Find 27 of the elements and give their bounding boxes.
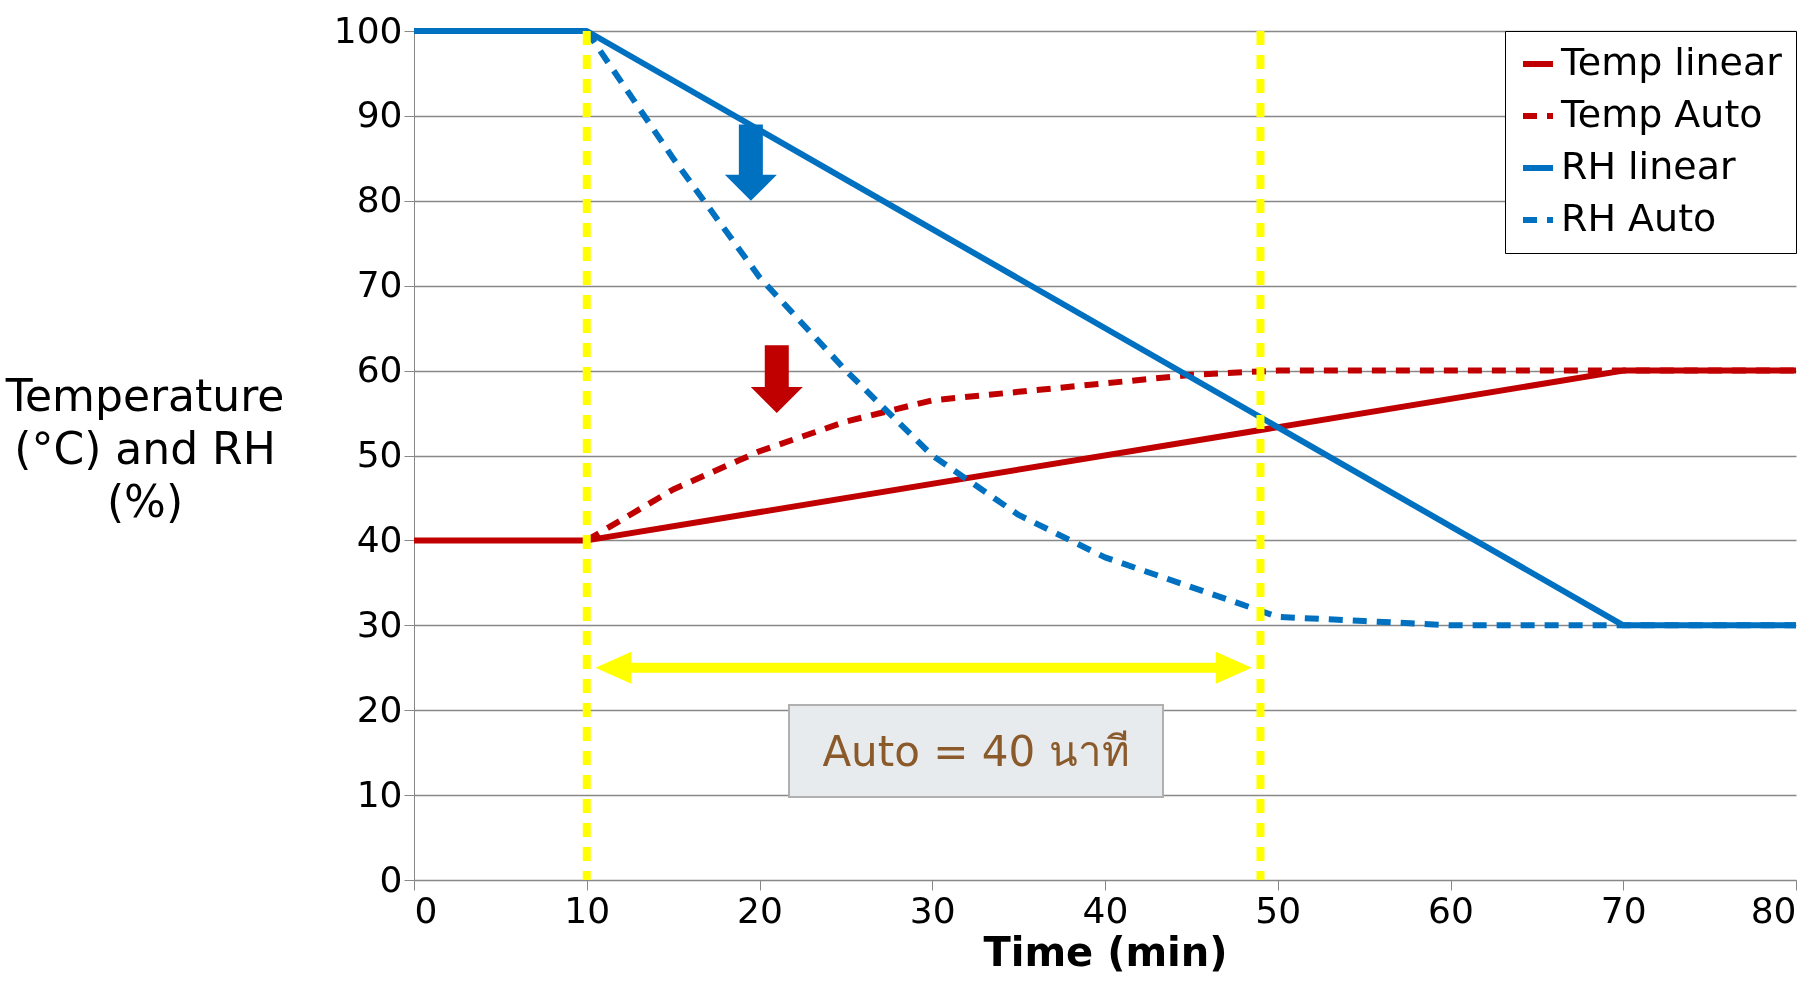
x-tick-label: 80 (1750, 889, 1797, 931)
legend-label: RH linear (1561, 144, 1736, 188)
x-tick-label: 70 (1600, 889, 1647, 931)
legend-label: RH Auto (1561, 196, 1717, 240)
x-tick-label: 10 (564, 889, 611, 931)
y-tick-label: 90 (356, 94, 403, 136)
y-tick-label: 60 (356, 349, 403, 391)
x-tick-label: 40 (1082, 889, 1129, 931)
y-tick-label: 50 (356, 434, 403, 475)
y-tick-label: 0 (379, 858, 403, 900)
y-axis-title: Temperature (°C) and RH (%) (4, 370, 286, 529)
y-tick-label: 70 (356, 264, 403, 306)
x-tick-label: 20 (737, 889, 783, 931)
x-tick-label: 50 (1255, 889, 1302, 931)
legend-label: Temp Auto (1560, 92, 1763, 136)
x-tick-label: 0 (414, 889, 438, 931)
y-tick-label: 20 (356, 688, 403, 730)
x-tick-label: 60 (1428, 889, 1474, 931)
y-tick-label: 100 (333, 9, 403, 51)
y-tick-label: 30 (356, 603, 403, 645)
legend-label: Temp linear (1560, 40, 1783, 84)
x-axis-title: Time (min) (983, 928, 1228, 975)
y-tick-label: 80 (356, 179, 403, 221)
y-tick-label: 40 (356, 518, 403, 560)
x-tick-label: 30 (909, 889, 956, 931)
y-tick-label: 10 (356, 773, 403, 815)
annotation: Auto = 40 นาที (788, 704, 1164, 798)
